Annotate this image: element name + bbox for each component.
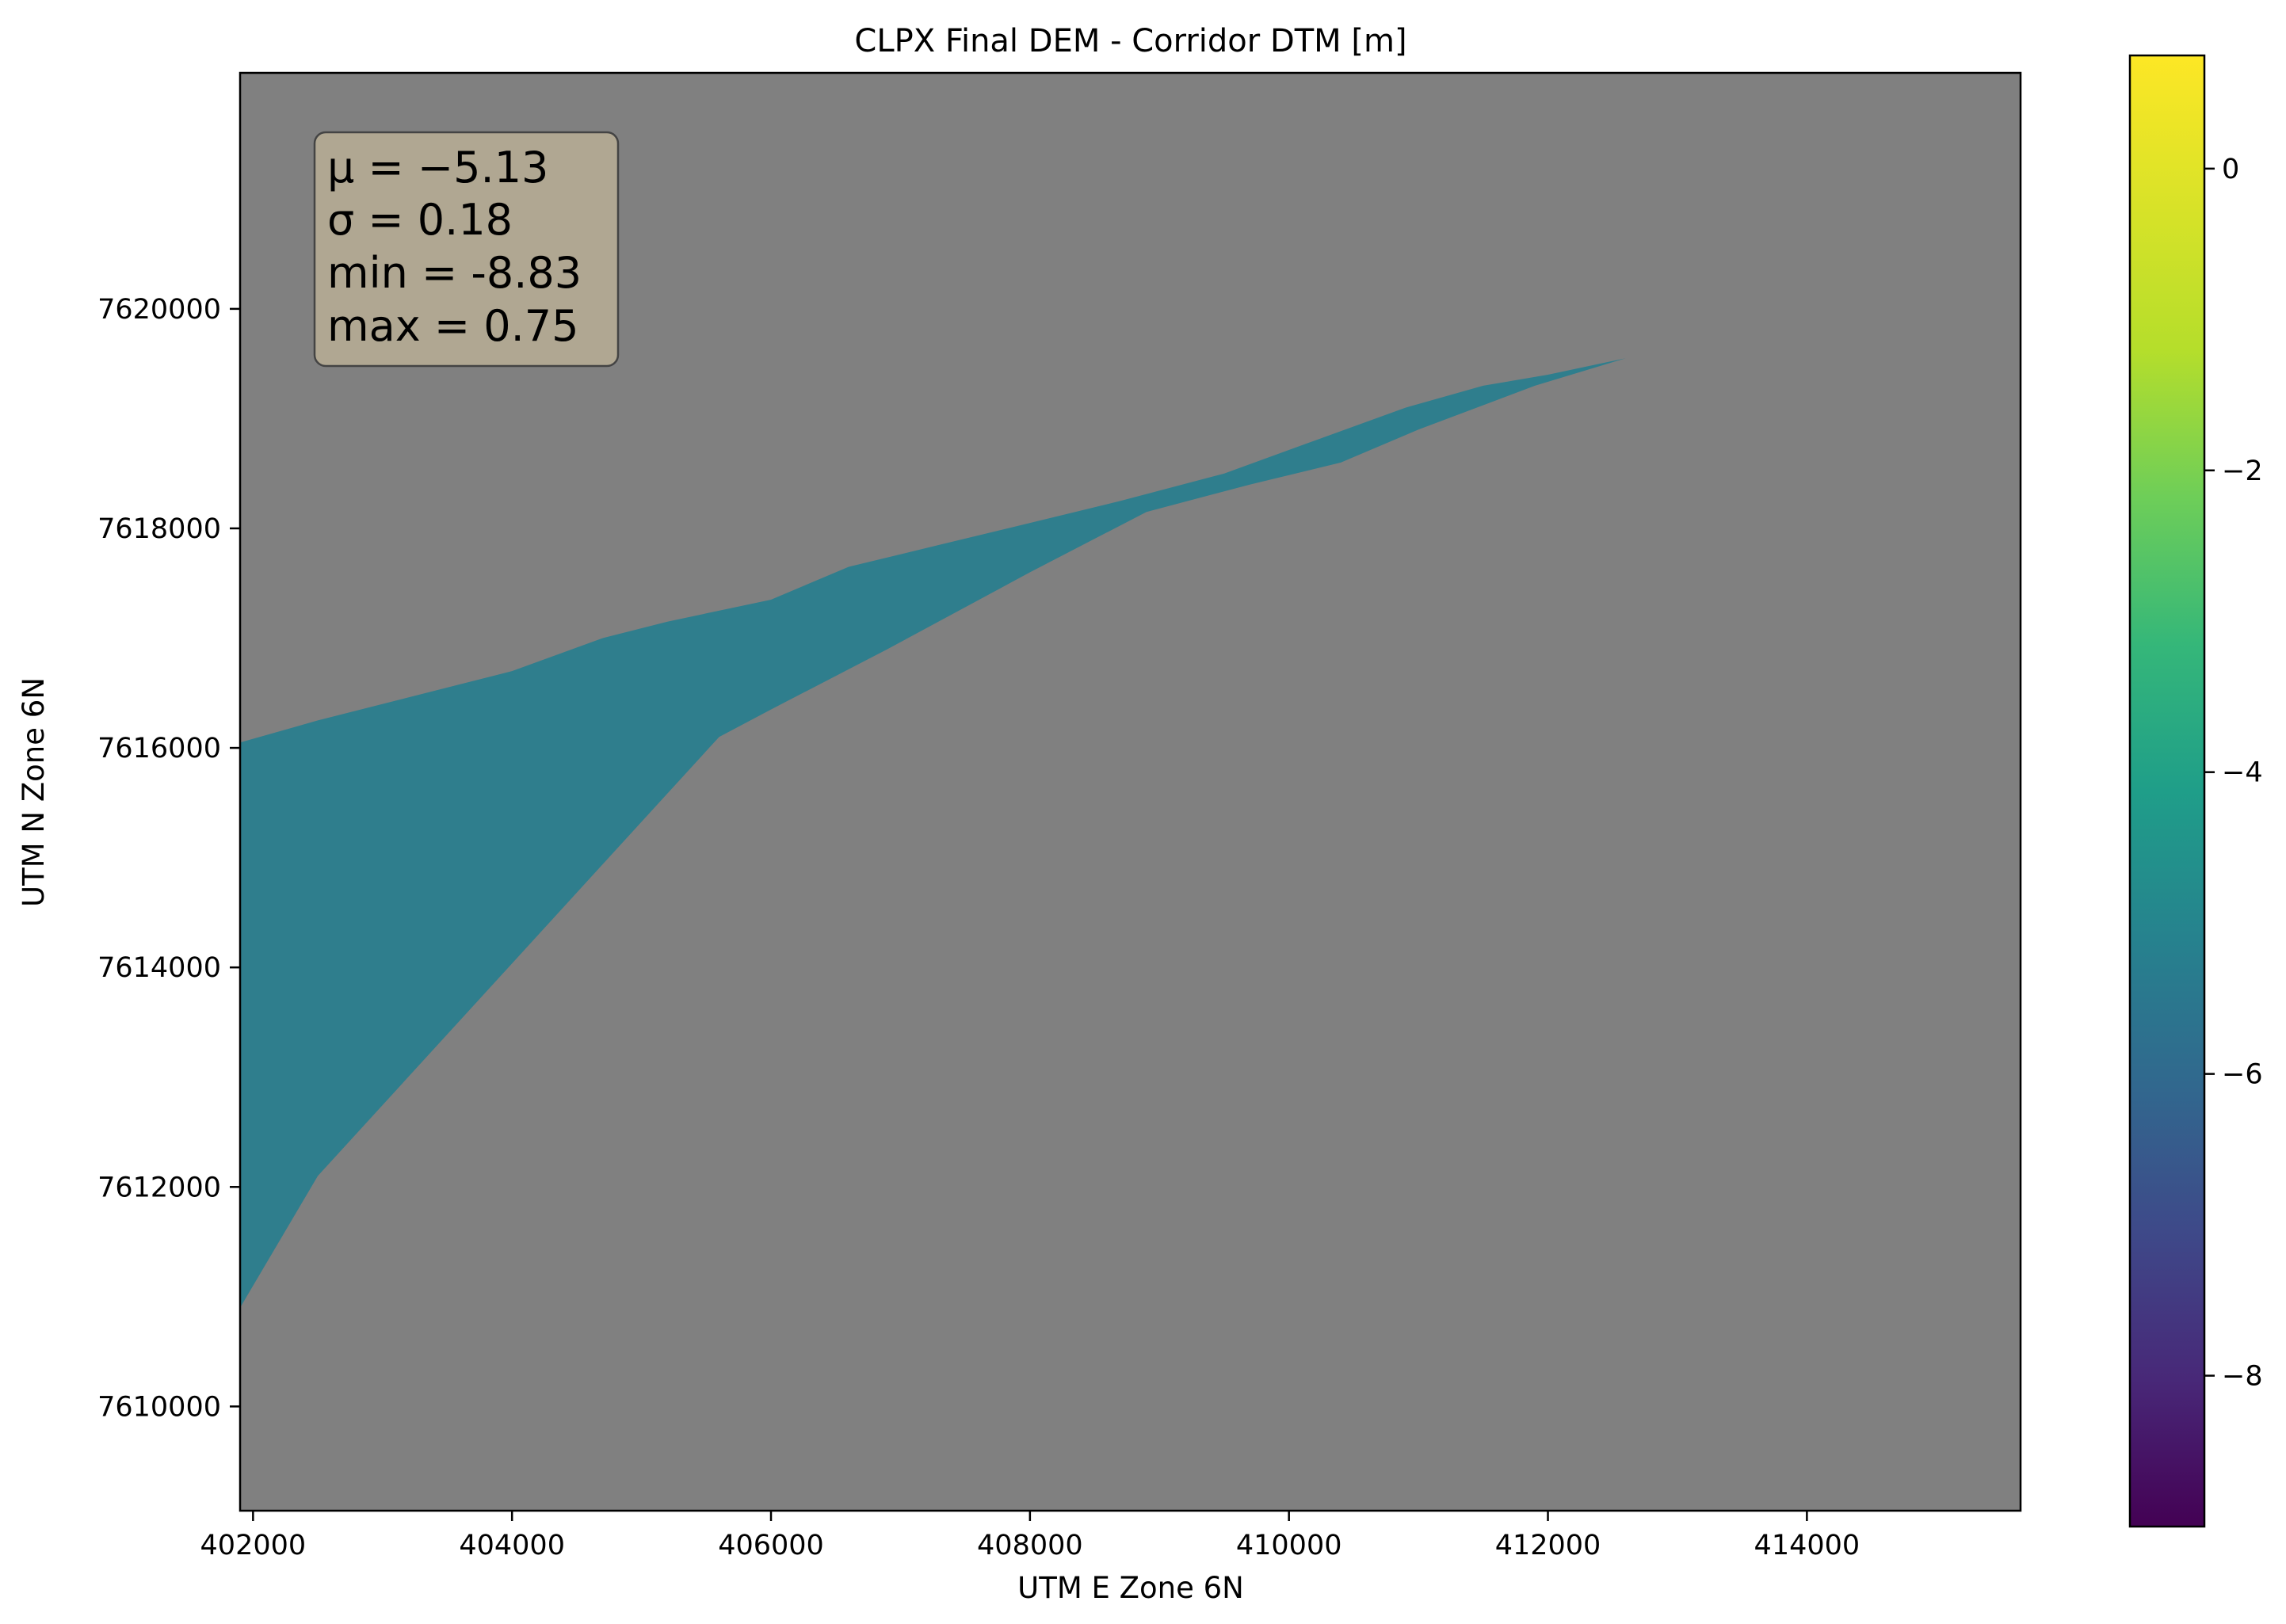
colorbar-gradient (2128, 54, 2206, 1528)
stats-box: μ = −5.13 σ = 0.18 min = -8.83 max = 0.7… (313, 131, 620, 368)
colorbar-ticks: 0 −2 −4 −6 −8 (2204, 154, 2263, 1393)
x-tick-label: 408000 (977, 1530, 1083, 1561)
stats-mean: μ = −5.13 (327, 143, 548, 193)
corridor-dtm-surface (240, 358, 1626, 1308)
colorbar: 0 −2 −4 −6 −8 (2128, 54, 2263, 1528)
y-axis-ticks: 7610000 7612000 7614000 7616000 7618000 76200… (97, 294, 240, 1423)
x-tick-label: 404000 (459, 1530, 565, 1561)
x-tick-label: 410000 (1236, 1530, 1342, 1561)
x-tick-label: 406000 (718, 1530, 824, 1561)
plot-frame (239, 71, 2022, 1512)
colorbar-tick-label: 0 (2222, 154, 2239, 185)
x-axis-label: UTM E Zone 6N (1017, 1571, 1244, 1605)
y-axis-label: UTM N Zone 6N (17, 677, 51, 907)
colorbar-tick-label: −4 (2222, 757, 2263, 789)
y-tick-label: 7610000 (97, 1391, 221, 1423)
chart-title: CLPX Final DEM - Corridor DTM [m] (854, 23, 1406, 59)
x-axis-ticks: 402000 404000 406000 408000 410000 412000 4140… (200, 1511, 1860, 1561)
colorbar-tick-label: −8 (2222, 1361, 2263, 1393)
y-tick-label: 7618000 (97, 513, 221, 545)
stats-std: σ = 0.18 (327, 195, 513, 245)
y-tick-label: 7620000 (97, 294, 221, 326)
x-tick-label: 402000 (200, 1530, 307, 1561)
x-tick-label: 412000 (1495, 1530, 1601, 1561)
stats-box-background (313, 131, 620, 368)
y-tick-label: 7612000 (97, 1172, 221, 1203)
y-tick-label: 7616000 (97, 733, 221, 764)
colorbar-tick-label: −6 (2222, 1059, 2263, 1091)
y-tick-label: 7614000 (97, 952, 221, 984)
x-tick-label: 414000 (1754, 1530, 1860, 1561)
stats-max: max = 0.75 (327, 301, 578, 351)
stats-min: min = -8.83 (327, 248, 582, 298)
colorbar-tick-label: −2 (2222, 456, 2263, 487)
